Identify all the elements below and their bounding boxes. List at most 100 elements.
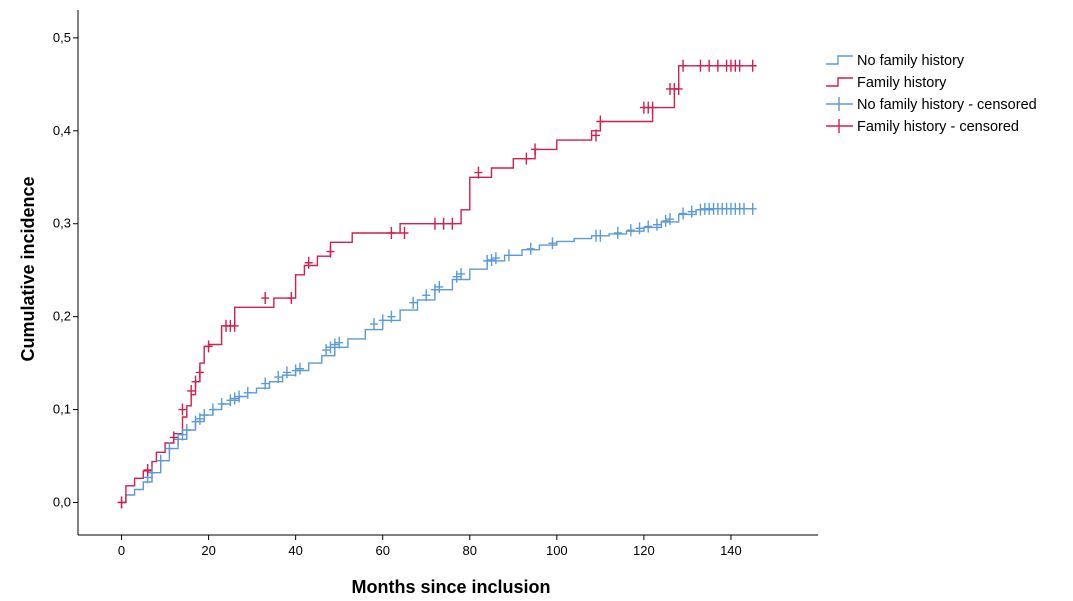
x-tick-label: 20 [201, 543, 215, 558]
censor-mark [635, 222, 644, 235]
legend-swatch-line [826, 77, 853, 87]
legend-swatch-line [826, 55, 853, 65]
censor-mark [452, 270, 461, 283]
censor-mark [282, 366, 291, 379]
censor-mark [705, 59, 714, 72]
legend-item-no-family-history: No family history [826, 53, 965, 69]
censor-mark [169, 431, 178, 444]
censor-mark [748, 202, 757, 215]
censor-mark [287, 292, 296, 305]
censor-mark [178, 403, 187, 416]
censor-mark [522, 152, 531, 165]
censor-mark [226, 394, 235, 407]
censor-mark [648, 101, 657, 114]
censor-mark [208, 403, 217, 416]
legend-swatch-censor [826, 97, 853, 111]
censor-mark [435, 280, 444, 293]
censor-mark [322, 344, 331, 357]
legend-item-family-history-censored: Family history - censored [826, 119, 1019, 135]
censor-mark [304, 256, 313, 269]
y-tick-label: 0,5 [53, 30, 71, 45]
censor-mark [235, 390, 244, 403]
censor-mark [504, 249, 513, 262]
censor-mark [261, 377, 270, 390]
censor-mark [296, 362, 304, 375]
censor-mark [187, 384, 196, 397]
censor-mark [526, 242, 535, 255]
censor-mark [326, 245, 335, 258]
series-layer [121, 65, 753, 504]
censor-group-family-history-censored [117, 59, 757, 509]
y-tick-label: 0,1 [53, 402, 71, 417]
censor-mark [531, 143, 540, 156]
y-tick-label: 0,3 [53, 216, 71, 231]
censor-mark [652, 218, 661, 231]
legend-item-no-family-history-censored: No family history - censored [826, 97, 1037, 113]
censor-mark [679, 207, 688, 220]
censor-mark [713, 59, 722, 72]
legend: No family history Family history No family… [826, 53, 1037, 135]
x-tick-label: 0 [118, 543, 125, 558]
x-tick-label: 100 [546, 543, 568, 558]
censor-mark [191, 415, 200, 428]
censor-mark [457, 267, 466, 280]
censor-mark [387, 227, 396, 240]
censor-mark [592, 129, 600, 142]
censor-mark [191, 375, 200, 388]
censor-mark [174, 433, 183, 446]
y-tick-label: 0,2 [53, 309, 71, 324]
x-axis-title: Months since inclusion [351, 577, 550, 597]
censor-mark [439, 217, 448, 230]
legend-label: Family history - censored [857, 119, 1019, 135]
legend-label: No family history [857, 53, 965, 69]
censor-mark [178, 428, 187, 441]
censor-mark [204, 340, 213, 353]
censor-mark [696, 203, 705, 216]
censor-mark [117, 496, 126, 509]
censor-mark [335, 336, 344, 349]
x-tick-label: 120 [633, 543, 655, 558]
censor-mark [491, 252, 500, 265]
censor-mark [483, 254, 492, 267]
censor-mark [661, 214, 670, 227]
censor-mark [448, 217, 457, 230]
censor-group-no-family-history-censored [117, 202, 757, 509]
x-tick-label: 60 [375, 543, 389, 558]
censor-mark [474, 166, 483, 179]
censor-mark [143, 463, 152, 476]
legend-label: No family history - censored [857, 97, 1037, 113]
censor-layer [117, 59, 757, 509]
legend-swatch-censor [826, 119, 853, 133]
censor-mark [330, 338, 339, 351]
censor-mark [679, 59, 688, 72]
axes: 0 20 40 60 80 100 120 140 0,0 0,1 0,2 0,3 0,4 0,5 [53, 10, 818, 558]
censor-mark [387, 310, 396, 323]
censor-mark [243, 386, 252, 399]
censor-mark [165, 442, 174, 455]
censor-mark [230, 319, 239, 332]
censor-mark [696, 59, 705, 72]
censor-mark [613, 227, 622, 240]
censor-mark [400, 227, 409, 240]
censor-mark [200, 409, 209, 422]
y-tick-label: 0,4 [53, 123, 71, 138]
censor-mark [596, 229, 605, 242]
censor-mark [666, 213, 674, 226]
censor-mark [596, 115, 605, 128]
censor-mark [370, 318, 378, 331]
censor-mark [326, 341, 335, 354]
censor-mark [735, 59, 744, 72]
censor-mark [644, 220, 653, 233]
censor-mark [740, 202, 748, 215]
x-tick-label: 140 [720, 543, 742, 558]
censor-mark [430, 283, 439, 296]
censor-mark [687, 205, 696, 218]
censor-mark [291, 364, 300, 377]
legend-label: Family history [857, 75, 947, 91]
series-line-no-family-history [121, 208, 753, 504]
series-line-family-history [121, 65, 753, 504]
censor-mark [274, 371, 283, 384]
censor-mark [626, 224, 635, 237]
censor-mark [748, 59, 757, 72]
